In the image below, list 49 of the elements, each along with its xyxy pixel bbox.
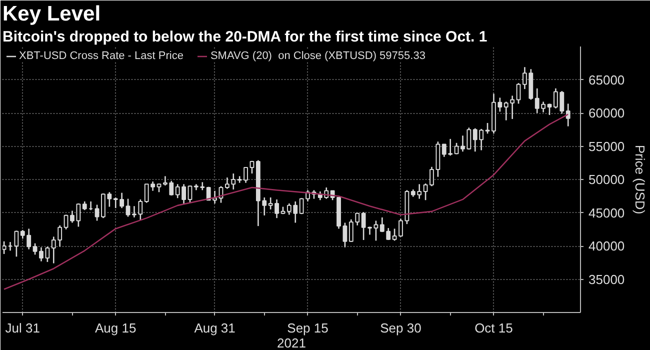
candlestick (132, 205, 136, 218)
candlestick (392, 228, 397, 242)
legend-label: SMAVG (20) on Close (XBTUSD) 59755.33 (210, 50, 426, 62)
candlestick (355, 212, 360, 226)
candlestick (516, 82, 521, 104)
candlestick (380, 216, 384, 233)
y-tick-label: 55000 (588, 138, 625, 154)
y-tick-label: 45000 (588, 205, 625, 220)
candlestick (250, 160, 254, 174)
candlestick (299, 197, 304, 215)
candlestick (423, 182, 428, 201)
y-tick-label: 60000 (588, 106, 625, 120)
candlestick (348, 218, 354, 243)
x-axis-title: 2021 (277, 336, 306, 350)
candlestick (138, 198, 143, 221)
candlestick (430, 166, 434, 187)
x-tick-label: Oct 15 (474, 320, 513, 336)
y-tick-label: 65000 (588, 72, 625, 88)
candlestick (120, 192, 124, 209)
x-tick-label: Aug 15 (95, 320, 136, 336)
candlestick (14, 230, 19, 258)
x-tick-label: Sep 30 (380, 320, 422, 336)
candlestick (566, 103, 570, 127)
candlestick (504, 101, 508, 121)
candlestick (58, 224, 62, 248)
candlestick (64, 214, 68, 230)
candlestick (32, 242, 38, 256)
y-tick-label: 40000 (588, 238, 625, 254)
y-axis-title: Price (USD) (632, 144, 648, 214)
y-tick-label: 35000 (588, 272, 625, 287)
candlestick (510, 95, 515, 120)
candlestick (231, 172, 236, 190)
candlestick (342, 222, 348, 248)
legend-label: XBT-USD Cross Rate - Last Price (19, 50, 184, 62)
candlestick (547, 103, 552, 116)
candlestick (224, 176, 230, 190)
chart-title: Key Level (2, 2, 101, 26)
x-tick-label: Aug 31 (194, 320, 236, 336)
candlestick (200, 182, 205, 191)
x-tick-label: Sep 15 (287, 320, 328, 336)
candlestick (188, 184, 192, 204)
candlestick (398, 218, 403, 238)
chart-subtitle: Bitcoin's dropped to below the 20-DMA for the first time since Oct. 1 (2, 28, 488, 46)
x-tick-label: Jul 31 (5, 320, 40, 336)
candlestick (113, 196, 118, 209)
candlestick (485, 122, 490, 134)
candlestick (51, 236, 56, 264)
y-tick-label: 50000 (588, 172, 625, 187)
candlestick (126, 198, 130, 218)
